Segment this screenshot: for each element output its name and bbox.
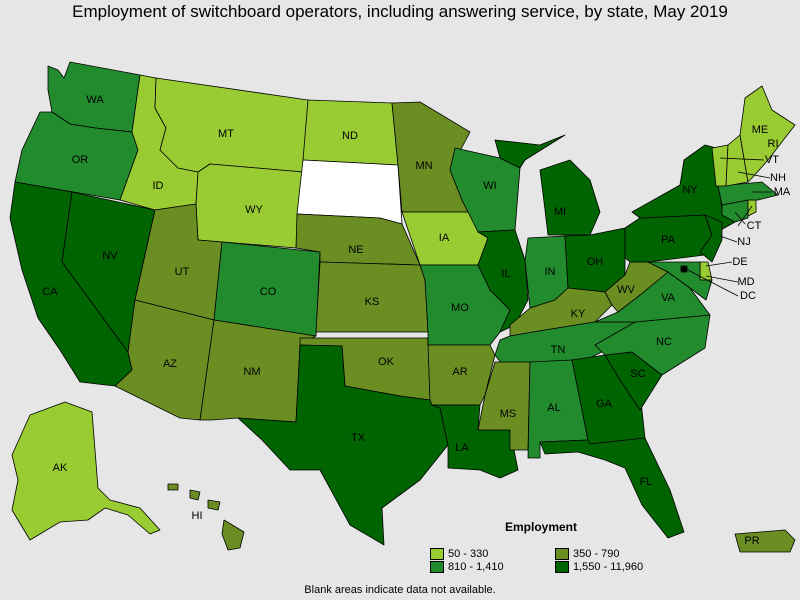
label-KY: KY: [571, 308, 586, 320]
state-MI: [494, 134, 601, 236]
legend-swatch: [555, 548, 569, 560]
state-PR: [734, 529, 796, 553]
label-PR: PR: [744, 535, 759, 547]
label-TN: TN: [551, 344, 566, 356]
label-MD: MD: [737, 276, 754, 288]
label-NE: NE: [348, 244, 363, 256]
label-AL: AL: [547, 402, 560, 414]
state-TX: [237, 344, 449, 546]
label-VA: VA: [661, 292, 676, 304]
legend-item-4: 1,550 - 11,960: [555, 561, 643, 573]
label-FL: FL: [640, 476, 653, 488]
leader-vt: [719, 157, 765, 161]
label-AK: AK: [53, 462, 68, 474]
map-legend: Employment 50 - 330 350 - 790 810 - 1,41…: [430, 520, 690, 580]
label-CT: CT: [747, 220, 762, 232]
state-MA: [717, 181, 779, 206]
label-MA: MA: [774, 186, 791, 198]
state-AK: [11, 401, 161, 541]
label-WV: WV: [617, 284, 635, 296]
label-UT: UT: [175, 266, 190, 278]
label-DC: DC: [740, 290, 756, 302]
state-RI: [747, 199, 757, 217]
label-CA: CA: [42, 286, 58, 298]
leader-de: [705, 261, 733, 267]
label-ID: ID: [153, 180, 164, 192]
state-HI: [167, 483, 245, 551]
label-WY: WY: [245, 204, 263, 216]
label-SC: SC: [630, 368, 645, 380]
label-MN: MN: [415, 160, 432, 172]
label-VT: VT: [765, 154, 779, 166]
label-TX: TX: [351, 432, 366, 444]
state-FL: [539, 437, 685, 539]
legend-label: 1,550 - 11,960: [573, 561, 644, 573]
legend-item-3: 810 - 1,410: [430, 561, 504, 573]
label-LA: LA: [455, 442, 469, 454]
label-CO: CO: [260, 286, 277, 298]
state-IL: [477, 229, 529, 333]
label-PA: PA: [661, 234, 676, 246]
label-MT: MT: [218, 128, 234, 140]
state-MT: [154, 77, 309, 173]
label-ND: ND: [342, 130, 358, 142]
label-IN: IN: [545, 266, 556, 278]
label-DE: DE: [732, 256, 747, 268]
leader-nj: [719, 235, 738, 243]
legend-swatch: [430, 548, 444, 560]
label-WA: WA: [86, 94, 104, 106]
label-NH: NH: [770, 172, 786, 184]
legend-item-2: 350 - 790: [555, 548, 619, 560]
label-WI: WI: [483, 180, 496, 192]
label-NY: NY: [682, 184, 698, 196]
legend-label: 350 - 790: [573, 548, 620, 560]
legend-title: Employment: [505, 520, 578, 534]
label-HI: HI: [192, 510, 203, 522]
label-IL: IL: [501, 268, 510, 280]
label-OR: OR: [72, 154, 89, 166]
legend-swatch: [555, 561, 569, 573]
leader-md: [705, 275, 739, 283]
leader-nh: [737, 171, 771, 179]
label-NJ: NJ: [737, 236, 750, 248]
label-ME: ME: [752, 124, 769, 136]
label-AZ: AZ: [163, 358, 177, 370]
state-MD: [647, 261, 713, 301]
label-NM: NM: [243, 366, 260, 378]
footnote: Blank areas indicate data not available.: [304, 584, 496, 596]
leader-ri: [737, 205, 753, 227]
state-ME: [739, 85, 796, 183]
leader-dc: [683, 267, 739, 297]
label-MO: MO: [451, 302, 469, 314]
dc-marker: [681, 266, 687, 272]
label-GA: GA: [596, 398, 613, 410]
label-RI: RI: [768, 138, 779, 150]
label-IA: IA: [439, 232, 450, 244]
label-OH: OH: [587, 256, 604, 268]
legend-item-1: 50 - 330: [430, 548, 488, 560]
legend-swatch: [430, 561, 444, 573]
leader-ct: [734, 211, 746, 225]
state-AR: [427, 344, 496, 406]
legend-label: 810 - 1,410: [448, 561, 504, 573]
label-MI: MI: [554, 206, 566, 218]
label-NV: NV: [102, 250, 118, 262]
label-MS: MS: [500, 408, 517, 420]
label-KS: KS: [365, 296, 380, 308]
legend-label: 50 - 330: [448, 548, 489, 560]
label-OK: OK: [378, 356, 395, 368]
state-NJ: [699, 214, 723, 263]
label-AR: AR: [452, 366, 467, 378]
map-title: Employment of switchboard operators, inc…: [72, 2, 728, 21]
label-NC: NC: [656, 336, 672, 348]
state-LA: [431, 404, 519, 479]
